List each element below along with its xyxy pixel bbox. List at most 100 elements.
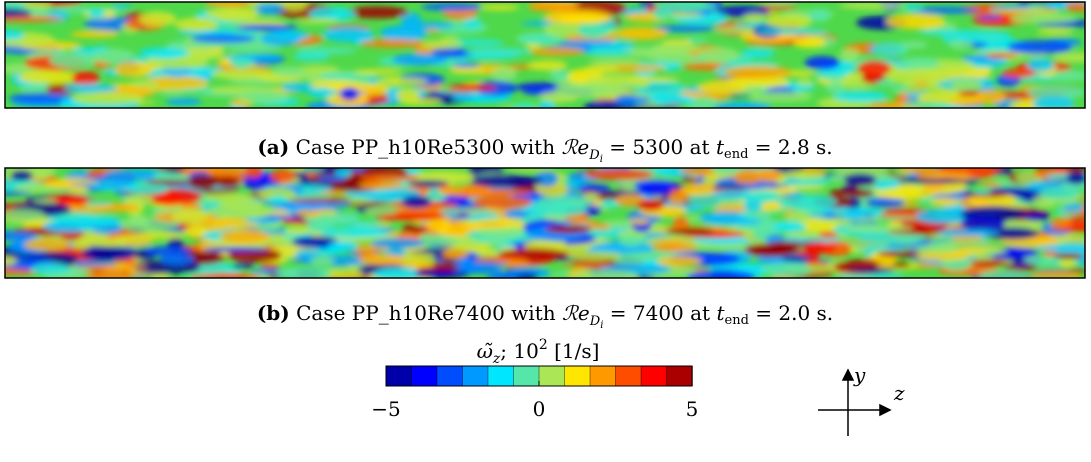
texture-blob bbox=[114, 61, 154, 78]
texture-blob bbox=[838, 2, 905, 10]
texture-blob bbox=[618, 84, 648, 90]
caption-text: = 5300 at bbox=[609, 135, 709, 159]
caption-subsub: i bbox=[600, 320, 603, 331]
texture-blob bbox=[281, 83, 314, 93]
texture-blob bbox=[260, 263, 280, 270]
texture-blob bbox=[680, 183, 716, 196]
texture-blob bbox=[203, 246, 269, 253]
texture-blob bbox=[71, 70, 100, 86]
texture-blob bbox=[407, 180, 450, 187]
colorbar-band bbox=[487, 365, 515, 387]
texture-blob bbox=[918, 29, 984, 36]
texture-blob bbox=[479, 4, 520, 11]
texture-blob bbox=[472, 196, 533, 209]
texture-blob bbox=[184, 224, 208, 238]
texture-blob bbox=[124, 194, 154, 206]
texture-blob bbox=[841, 210, 867, 219]
texture-blob bbox=[538, 100, 555, 108]
texture-blob bbox=[748, 90, 813, 103]
texture-blob bbox=[346, 190, 398, 199]
contour-field bbox=[5, 2, 1085, 108]
caption: (a) Case PP_h10Re5300 with ℛeDi = 5300 a… bbox=[257, 135, 832, 167]
texture-blob bbox=[756, 28, 828, 35]
caption-label: (a) bbox=[257, 135, 289, 159]
texture-blob bbox=[138, 47, 190, 59]
colorbar-band bbox=[436, 365, 464, 387]
texture-blob bbox=[425, 218, 452, 233]
texture-blob bbox=[782, 237, 843, 243]
colorbar-band bbox=[538, 365, 566, 387]
texture-blob bbox=[558, 40, 614, 46]
texture-blob bbox=[531, 201, 588, 217]
texture-blob bbox=[703, 218, 762, 226]
texture-blob bbox=[418, 39, 463, 49]
caption-sub: D bbox=[589, 314, 601, 329]
texture-blob bbox=[375, 77, 429, 86]
texture-blob bbox=[515, 273, 539, 278]
texture-blob bbox=[818, 231, 838, 238]
texture-blob bbox=[713, 26, 759, 34]
texture-blob bbox=[174, 17, 219, 31]
texture-blob bbox=[914, 253, 970, 261]
colorbar-tick-label: −5 bbox=[371, 397, 400, 421]
texture-blob bbox=[756, 169, 781, 182]
texture-blob bbox=[503, 209, 529, 219]
texture-blob bbox=[626, 76, 680, 82]
texture-blob bbox=[668, 192, 687, 205]
texture-blob bbox=[380, 213, 446, 221]
texture-blob bbox=[684, 37, 708, 42]
texture-blob bbox=[401, 195, 432, 209]
texture-blob bbox=[322, 26, 375, 43]
texture-blob bbox=[5, 15, 63, 23]
texture-blob bbox=[340, 87, 359, 101]
caption-text: = 7400 at bbox=[610, 301, 710, 325]
caption-sub: end bbox=[725, 313, 749, 328]
texture-blob bbox=[269, 168, 295, 184]
texture-blob bbox=[553, 83, 625, 99]
texture-blob bbox=[733, 169, 763, 185]
texture-blob bbox=[1048, 246, 1085, 252]
texture-blob bbox=[296, 46, 357, 55]
texture-blob bbox=[595, 50, 634, 56]
texture-blob bbox=[653, 244, 699, 252]
texture-blob bbox=[615, 26, 668, 41]
texture-blob bbox=[638, 2, 656, 7]
texture-blob bbox=[972, 189, 992, 195]
texture-blob bbox=[165, 97, 202, 106]
texture-blob bbox=[462, 17, 482, 29]
texture-blob bbox=[743, 13, 766, 23]
texture-blob bbox=[24, 238, 71, 251]
texture-blob bbox=[10, 170, 33, 181]
texture-blob bbox=[654, 25, 716, 33]
texture-blob bbox=[511, 102, 536, 108]
texture-blob bbox=[620, 183, 638, 192]
texture-blob bbox=[17, 70, 81, 85]
caption-symbol: t bbox=[716, 135, 725, 159]
axis-label: y bbox=[853, 363, 866, 387]
texture-blob bbox=[628, 218, 650, 225]
texture-blob bbox=[273, 30, 310, 41]
caption-sub: D bbox=[588, 148, 600, 163]
texture-blob bbox=[710, 185, 747, 190]
texture-blob bbox=[255, 3, 285, 15]
texture-blob bbox=[1058, 259, 1077, 268]
colorbar-band bbox=[615, 365, 642, 387]
caption-text: Case PP_h10Re7400 with bbox=[296, 301, 556, 325]
texture-blob bbox=[145, 179, 197, 186]
texture-blob bbox=[876, 250, 920, 258]
texture-blob bbox=[549, 70, 570, 81]
texture-blob bbox=[545, 225, 592, 234]
texture-blob bbox=[977, 15, 1003, 20]
texture-blob bbox=[358, 254, 406, 266]
texture-blob bbox=[171, 209, 209, 225]
texture-blob bbox=[19, 85, 49, 93]
texture-blob bbox=[843, 173, 877, 185]
texture-blob bbox=[960, 215, 1006, 232]
texture-blob bbox=[204, 193, 256, 202]
texture-blob bbox=[194, 86, 213, 94]
texture-blob bbox=[584, 64, 620, 73]
texture-blob bbox=[571, 270, 640, 278]
texture-blob bbox=[1002, 68, 1036, 79]
texture-blob bbox=[144, 245, 192, 257]
texture-blob bbox=[847, 267, 895, 273]
